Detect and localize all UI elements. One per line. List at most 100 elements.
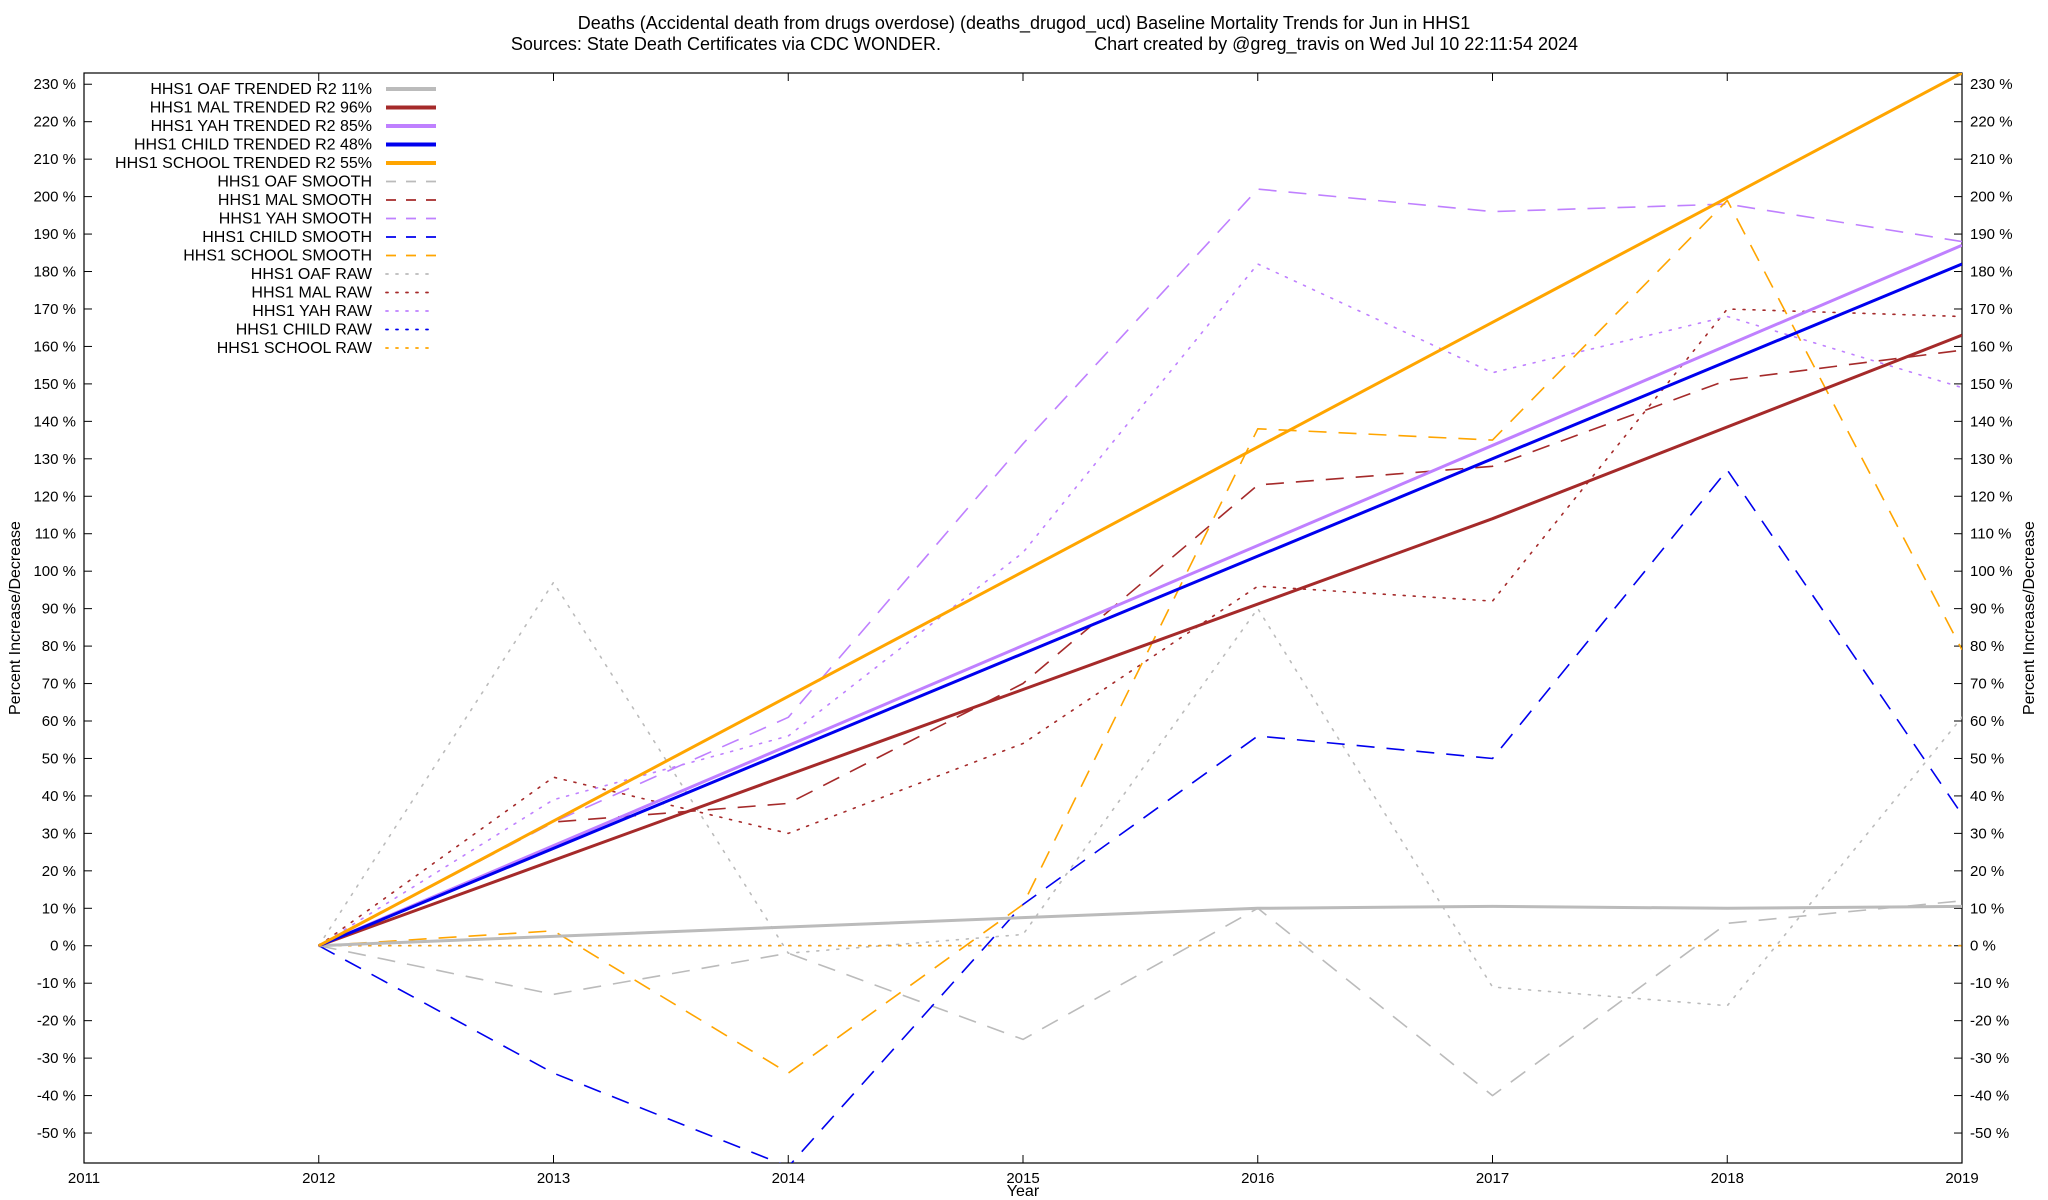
legend-label: HHS1 YAH TRENDED R2 85% (151, 118, 372, 135)
y-tick-label-left: 0 % (50, 938, 76, 955)
y-tick-label-right: 40 % (1970, 788, 2004, 805)
y-tick-label-left: 40 % (42, 788, 76, 805)
y-tick-label-left: 230 % (33, 76, 76, 93)
legend-label: HHS1 MAL SMOOTH (218, 192, 372, 209)
y-tick-label-right: 110 % (1970, 526, 2011, 543)
y-tick-label-right: 30 % (1970, 825, 2004, 842)
chart-subtitle-credit: Chart created by @greg_travis on Wed Jul… (1094, 34, 1578, 55)
y-tick-label-right: 100 % (1970, 563, 2013, 580)
y-tick-label-left: -30 % (37, 1050, 76, 1067)
y-tick-label-right: 50 % (1970, 750, 2004, 767)
series-line-hhs1-yah-smooth (318, 188, 1962, 947)
legend-label: HHS1 YAH RAW (252, 303, 373, 320)
legend-label: HHS1 OAF SMOOTH (217, 174, 372, 191)
y-tick-label-left: 10 % (42, 900, 76, 917)
y-tick-label-right: 160 % (1970, 338, 2013, 355)
series-line-hhs1-school-trended (318, 73, 1962, 948)
y-axis-label-right: Percent Increase/Decrease (2021, 521, 2038, 715)
legend-label: HHS1 SCHOOL TRENDED R2 55% (115, 155, 372, 172)
series-lines (317, 73, 1962, 1163)
y-tick-label-right: 190 % (1970, 226, 2013, 243)
y-tick-label-right: 230 % (1970, 76, 2013, 93)
y-tick-label-right: 0 % (1970, 938, 1996, 955)
y-tick-label-right: 140 % (1970, 413, 2013, 430)
y-tick-label-right: -50 % (1970, 1125, 2009, 1142)
y-tick-label-right: 90 % (1970, 601, 2004, 618)
axis-ticks: 2011 2012 2013 2014 2015 2016 2017 2018 2019 -50 … (33, 73, 2013, 1187)
series-line-hhs1-mal-raw (317, 308, 1962, 947)
x-tick-label: 2016 (1241, 1170, 1274, 1187)
series-line-hhs1-child-smooth (318, 469, 1962, 1163)
x-tick-label: 2017 (1476, 1170, 1509, 1187)
legend-label: HHS1 CHILD SMOOTH (202, 229, 372, 246)
y-tick-label-left: 160 % (33, 338, 76, 355)
legend-label: HHS1 CHILD RAW (236, 322, 373, 339)
x-tick-label: 2014 (772, 1170, 805, 1187)
y-tick-label-left: -50 % (37, 1125, 76, 1142)
series-line-hhs1-oaf-smooth (318, 900, 1962, 1097)
chart-title: Deaths (Accidental death from drugs over… (578, 13, 1470, 34)
y-tick-label-left: 170 % (33, 301, 76, 318)
y-tick-label-left: 210 % (33, 151, 76, 168)
series-line-hhs1-child-trended (318, 262, 1962, 948)
x-tick-label: 2019 (1945, 1170, 1978, 1187)
y-tick-label-right: -20 % (1970, 1013, 2009, 1030)
y-tick-label-right: 150 % (1970, 376, 2013, 393)
legend-label: HHS1 SCHOOL RAW (217, 340, 373, 357)
series-line-hhs1-oaf-trended (318, 904, 1962, 948)
x-tick-label: 2018 (1711, 1170, 1744, 1187)
y-tick-label-left: 190 % (33, 226, 76, 243)
y-tick-label-left: 110 % (35, 526, 76, 543)
y-tick-label-left: -20 % (37, 1013, 76, 1030)
legend-label: HHS1 MAL RAW (251, 285, 373, 302)
y-tick-label-left: 140 % (33, 413, 76, 430)
series-line-hhs1-mal-trended (318, 333, 1962, 948)
legend-label: HHS1 YAH SMOOTH (219, 211, 372, 228)
y-tick-label-right: 220 % (1970, 114, 2013, 131)
y-tick-label-right: 210 % (1970, 151, 2013, 168)
x-tick-label: 2013 (537, 1170, 570, 1187)
y-tick-label-left: 90 % (42, 601, 76, 618)
series-line-hhs1-yah-raw (317, 263, 1962, 947)
legend-label: HHS1 OAF RAW (251, 266, 373, 283)
y-tick-label-left: 200 % (33, 189, 76, 206)
y-tick-label-left: 180 % (33, 264, 76, 281)
series-line-hhs1-oaf-raw (317, 581, 1962, 1007)
legend-label: HHS1 CHILD TRENDED R2 48% (134, 137, 372, 154)
legend-label: HHS1 OAF TRENDED R2 11% (150, 81, 372, 98)
y-tick-label-right: -30 % (1970, 1050, 2009, 1067)
y-tick-label-right: 180 % (1970, 264, 2013, 281)
series-line-hhs1-yah-trended (318, 243, 1962, 948)
y-axis-label-left: Percent Increase/Decrease (7, 521, 24, 715)
y-tick-label-right: 10 % (1970, 900, 2004, 917)
y-tick-label-left: 220 % (33, 114, 76, 131)
y-tick-label-left: 80 % (42, 638, 76, 655)
y-tick-label-left: -40 % (37, 1088, 76, 1105)
y-tick-label-left: 60 % (42, 713, 76, 730)
y-tick-label-left: -10 % (37, 975, 76, 992)
x-tick-label: 2012 (302, 1170, 335, 1187)
y-tick-label-right: 60 % (1970, 713, 2004, 730)
y-tick-label-right: 170 % (1970, 301, 2013, 318)
y-tick-label-right: 20 % (1970, 863, 2004, 880)
y-tick-label-right: -10 % (1970, 975, 2009, 992)
y-tick-label-left: 130 % (33, 451, 76, 468)
y-tick-label-left: 100 % (33, 563, 76, 580)
y-tick-label-right: 200 % (1970, 189, 2013, 206)
y-tick-label-right: 70 % (1970, 676, 2004, 693)
chart-subtitle-source: Sources: State Death Certificates via CD… (511, 34, 941, 54)
legend-label: HHS1 MAL TRENDED R2 96% (150, 100, 372, 117)
y-tick-label-left: 50 % (42, 750, 76, 767)
y-tick-label-left: 150 % (33, 376, 76, 393)
y-tick-label-left: 70 % (42, 676, 76, 693)
y-tick-label-right: 80 % (1970, 638, 2004, 655)
x-tick-label: 2015 (1006, 1170, 1039, 1187)
y-tick-label-left: 30 % (42, 825, 76, 842)
y-tick-label-left: 120 % (33, 488, 76, 505)
series-line-hhs1-mal-smooth (318, 349, 1962, 947)
legend: HHS1 OAF TRENDED R2 11% HHS1 MAL TRENDED … (115, 81, 437, 357)
y-tick-label-right: -40 % (1970, 1088, 2009, 1105)
y-tick-label-right: 130 % (1970, 451, 2013, 468)
legend-label: HHS1 SCHOOL SMOOTH (183, 248, 372, 265)
